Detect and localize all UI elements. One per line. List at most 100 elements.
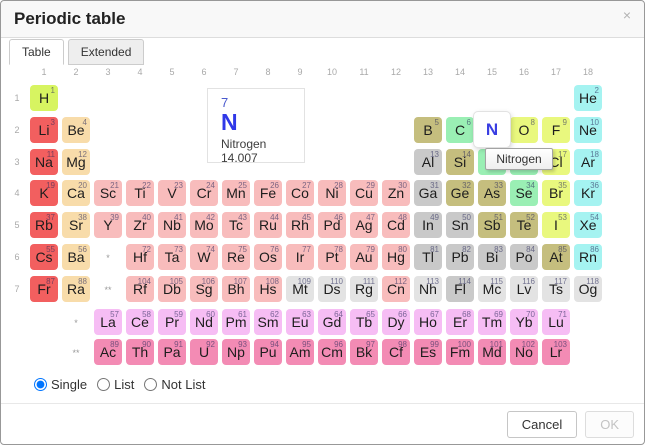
element-cell-Mo[interactable]: 42 Mo xyxy=(190,212,218,238)
element-cell-Ti[interactable]: 22 Ti xyxy=(126,180,154,206)
element-cell-Ho[interactable]: 67 Ho xyxy=(414,309,442,335)
element-cell-Sc[interactable]: 21 Sc xyxy=(94,180,122,206)
element-cell-He[interactable]: 2 He xyxy=(574,85,602,111)
element-cell-Gd[interactable]: 64 Gd xyxy=(318,309,346,335)
element-cell-Rb[interactable]: 37 Rb xyxy=(30,212,58,238)
radio-list[interactable]: List xyxy=(97,377,134,392)
element-cell-Ar[interactable]: 18 Ar xyxy=(574,149,602,175)
element-cell-Rn[interactable]: 86 Rn xyxy=(574,244,602,270)
element-cell-Lv[interactable]: 116 Lv xyxy=(510,276,538,302)
element-cell-In[interactable]: 49 In xyxy=(414,212,442,238)
element-cell-Ba[interactable]: 56 Ba xyxy=(62,244,90,270)
element-cell-Pt[interactable]: 78 Pt xyxy=(318,244,346,270)
element-cell-Ce[interactable]: 58 Ce xyxy=(126,309,154,335)
element-cell-Sr[interactable]: 38 Sr xyxy=(62,212,90,238)
element-cell-Tm[interactable]: 69 Tm xyxy=(478,309,506,335)
radio-not-list[interactable]: Not List xyxy=(144,377,205,392)
element-cell-Rg[interactable]: 111 Rg xyxy=(350,276,378,302)
element-cell-Og[interactable]: 118 Og xyxy=(574,276,602,302)
element-cell-Zn[interactable]: 30 Zn xyxy=(382,180,410,206)
element-cell-Md[interactable]: 101 Md xyxy=(478,339,506,365)
element-cell-Sb[interactable]: 51 Sb xyxy=(478,212,506,238)
element-cell-Au[interactable]: 79 Au xyxy=(350,244,378,270)
element-cell-Ac[interactable]: 89 Ac xyxy=(94,339,122,365)
element-cell-Ne[interactable]: 10 Ne xyxy=(574,117,602,143)
element-cell-Sm[interactable]: 62 Sm xyxy=(254,309,282,335)
element-cell-Db[interactable]: 105 Db xyxy=(158,276,186,302)
element-cell-Re[interactable]: 75 Re xyxy=(222,244,250,270)
element-cell-Co[interactable]: 27 Co xyxy=(286,180,314,206)
element-cell-Se[interactable]: 34 Se xyxy=(510,180,538,206)
element-cell-Si[interactable]: 14 Si xyxy=(446,149,474,175)
element-cell-I[interactable]: 53 I xyxy=(542,212,570,238)
element-cell-Kr[interactable]: 36 Kr xyxy=(574,180,602,206)
element-cell-Hg[interactable]: 80 Hg xyxy=(382,244,410,270)
element-cell-Cu[interactable]: 29 Cu xyxy=(350,180,378,206)
element-cell-Cm[interactable]: 96 Cm xyxy=(318,339,346,365)
element-cell-Nb[interactable]: 41 Nb xyxy=(158,212,186,238)
element-cell-Cf[interactable]: 98 Cf xyxy=(382,339,410,365)
element-cell-K[interactable]: 19 K xyxy=(30,180,58,206)
element-cell-Th[interactable]: 90 Th xyxy=(126,339,154,365)
element-cell-As[interactable]: 33 As xyxy=(478,180,506,206)
tab-table[interactable]: Table xyxy=(9,39,64,65)
element-cell-Rf[interactable]: 104 Rf xyxy=(126,276,154,302)
radio-input[interactable] xyxy=(144,378,158,391)
element-cell-Y[interactable]: 39 Y xyxy=(94,212,122,238)
element-cell-Tb[interactable]: 65 Tb xyxy=(350,309,378,335)
element-cell-Mg[interactable]: 12 Mg xyxy=(62,149,90,175)
element-cell-Cr[interactable]: 24 Cr xyxy=(190,180,218,206)
ok-button[interactable]: OK xyxy=(585,410,634,438)
element-cell-Yb[interactable]: 70 Yb xyxy=(510,309,538,335)
element-cell-Pu[interactable]: 94 Pu xyxy=(254,339,282,365)
element-cell-Pm[interactable]: 61 Pm xyxy=(222,309,250,335)
element-cell-Li[interactable]: 3 Li xyxy=(30,117,58,143)
element-cell-Zr[interactable]: 40 Zr xyxy=(126,212,154,238)
element-cell-Sn[interactable]: 50 Sn xyxy=(446,212,474,238)
element-cell-Pa[interactable]: 91 Pa xyxy=(158,339,186,365)
element-cell-Er[interactable]: 68 Er xyxy=(446,309,474,335)
element-cell-Lu[interactable]: 71 Lu xyxy=(542,309,570,335)
cancel-button[interactable]: Cancel xyxy=(506,410,578,438)
element-cell-Ds[interactable]: 110 Ds xyxy=(318,276,346,302)
element-cell-Xe[interactable]: 54 Xe xyxy=(574,212,602,238)
element-cell-Tc[interactable]: 43 Tc xyxy=(222,212,250,238)
element-cell-Pr[interactable]: 59 Pr xyxy=(158,309,186,335)
element-cell-Cs[interactable]: 55 Cs xyxy=(30,244,58,270)
element-cell-Ts[interactable]: 117 Ts xyxy=(542,276,570,302)
element-cell-Fl[interactable]: 114 Fl xyxy=(446,276,474,302)
element-cell-Dy[interactable]: 66 Dy xyxy=(382,309,410,335)
element-cell-Ca[interactable]: 20 Ca xyxy=(62,180,90,206)
element-cell-Ag[interactable]: 47 Ag xyxy=(350,212,378,238)
element-cell-Cn[interactable]: 112 Cn xyxy=(382,276,410,302)
element-cell-Mn[interactable]: 25 Mn xyxy=(222,180,250,206)
element-cell-Eu[interactable]: 63 Eu xyxy=(286,309,314,335)
element-cell-Ta[interactable]: 73 Ta xyxy=(158,244,186,270)
element-cell-Pb[interactable]: 82 Pb xyxy=(446,244,474,270)
element-cell-Ir[interactable]: 77 Ir xyxy=(286,244,314,270)
element-cell-Nh[interactable]: 113 Nh xyxy=(414,276,442,302)
element-cell-Rh[interactable]: 45 Rh xyxy=(286,212,314,238)
element-cell-Ga[interactable]: 31 Ga xyxy=(414,180,442,206)
element-cell-Nd[interactable]: 60 Nd xyxy=(190,309,218,335)
radio-input[interactable] xyxy=(97,378,111,391)
element-cell-U[interactable]: 92 U xyxy=(190,339,218,365)
radio-single[interactable]: Single xyxy=(34,377,87,392)
element-cell-Br[interactable]: 35 Br xyxy=(542,180,570,206)
element-cell-Bh[interactable]: 107 Bh xyxy=(222,276,250,302)
element-cell-Ra[interactable]: 88 Ra xyxy=(62,276,90,302)
close-icon[interactable]: × xyxy=(622,7,631,23)
element-cell-Tl[interactable]: 81 Tl xyxy=(414,244,442,270)
element-cell-Fr[interactable]: 87 Fr xyxy=(30,276,58,302)
element-cell-Cd[interactable]: 48 Cd xyxy=(382,212,410,238)
element-cell-Fe[interactable]: 26 Fe xyxy=(254,180,282,206)
tab-extended[interactable]: Extended xyxy=(67,39,145,65)
element-cell-Bk[interactable]: 97 Bk xyxy=(350,339,378,365)
element-cell-Am[interactable]: 95 Am xyxy=(286,339,314,365)
element-cell-Be[interactable]: 4 Be xyxy=(62,117,90,143)
element-cell-At[interactable]: 85 At xyxy=(542,244,570,270)
element-cell-Os[interactable]: 76 Os xyxy=(254,244,282,270)
